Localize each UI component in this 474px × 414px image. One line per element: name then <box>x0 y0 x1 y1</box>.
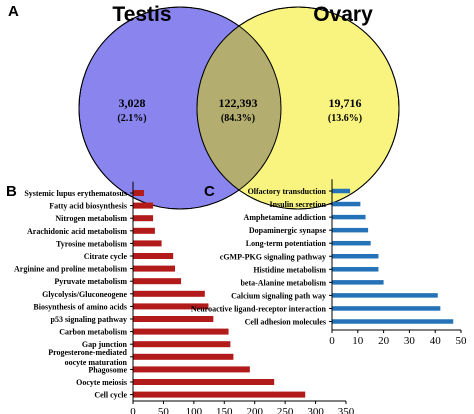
chart-c-x-tick-label-0: 0 <box>329 335 335 347</box>
chart-b-category-label-2: Nitrogen metabolism <box>55 214 127 223</box>
chart-b-bar-5 <box>133 253 174 259</box>
chart-b-x-tick-label-5: 250 <box>277 406 294 414</box>
chart-c-category-label-1: Insulin secretion <box>269 200 326 209</box>
chart-b-category-label-3: Arachidonic acid metabolism <box>27 227 127 236</box>
venn-diagram: A Testis Ovary 3,028 (2.1%) 122,393 (84.… <box>8 3 400 210</box>
panel-letter-a: A <box>8 3 19 20</box>
chart-b-bar-13 <box>133 353 234 360</box>
venn-title-testis: Testis <box>112 3 171 26</box>
chart-b-category-label-13: Progesterone-mediated oocyte maturation <box>48 348 127 367</box>
chart-c-bar-3 <box>332 227 369 233</box>
chart-c-bar-10 <box>332 319 454 324</box>
venn-count-testis-only: 3,028 <box>119 96 146 110</box>
chart-b-category-label-11: Carbon metabolism <box>59 328 127 337</box>
chart-b-x-tick-label-2: 100 <box>186 406 203 414</box>
chart-b-bar-6 <box>133 265 175 272</box>
venn-percent-testis-only: (2.1%) <box>117 113 146 124</box>
chart-c-category-label-5: cGMP-PKG signaling pathway <box>220 252 326 261</box>
chart-c-category-label-3: Dopaminergic synapse <box>249 226 327 235</box>
chart-b-category-label-8: Glycolysis/Gluconeogene <box>42 290 127 299</box>
chart-c-x-tick-label-2: 20 <box>378 335 390 347</box>
chart-c-x-tick-label-1: 10 <box>352 335 364 347</box>
chart-c-bar-4 <box>332 240 371 246</box>
chart-b-bar-2 <box>133 215 154 222</box>
chart-c-bar-8 <box>332 293 438 298</box>
chart-c-x-tick-label-5: 50 <box>456 335 468 347</box>
chart-b-bar-4 <box>133 240 162 247</box>
bar-chart-b: Systemic lupus erythematosus Fatty acid b… <box>14 181 355 414</box>
chart-c-category-label-2: Amphetamine addiction <box>244 213 327 222</box>
chart-b-category-label-5: Citrate cycle <box>84 252 128 261</box>
venn-percent-ovary-only: (13.6%) <box>328 113 362 124</box>
chart-b-bar-3 <box>133 227 155 234</box>
panel-letter-b: B <box>6 183 17 200</box>
chart-c-bar-7 <box>332 280 384 285</box>
chart-b-bar-7 <box>133 278 182 285</box>
chart-c-bar-2 <box>332 214 366 220</box>
chart-b-bar-14 <box>133 366 250 373</box>
venn-outline-ovary <box>196 6 400 210</box>
chart-c-category-label-7: beta-Alanine metabolism <box>240 278 326 287</box>
venn-title-ovary: Ovary <box>313 3 373 26</box>
panel-letter-c: C <box>204 183 215 200</box>
chart-b-category-label-7: Pyruvate metabolism <box>54 277 127 286</box>
chart-b-bar-8 <box>133 290 205 297</box>
chart-b-bar-1 <box>133 202 154 209</box>
chart-b-x-tick-label-6: 300 <box>307 406 324 414</box>
chart-b-bar-12 <box>133 341 231 348</box>
chart-c-bar-0 <box>332 188 351 194</box>
chart-b-category-label-16: Cell cycle <box>94 391 127 400</box>
chart-b-category-label-10: p53 signaling pathway <box>51 315 127 324</box>
venn-percent-both: (84.3%) <box>221 113 255 124</box>
chart-b-x-tick-label-1: 50 <box>158 406 170 414</box>
chart-c-category-label-0: Olfactory transduction <box>248 187 327 196</box>
chart-b-bar-10 <box>133 316 214 322</box>
chart-c-category-label-10: Cell adhesion molecules <box>245 318 326 327</box>
chart-b-bar-11 <box>133 328 229 335</box>
chart-b-category-label-12: Gap junction <box>82 340 128 349</box>
chart-b-category-label-0: Systemic lupus erythematosus <box>24 189 127 198</box>
chart-c-category-label-4: Long-term potentiation <box>246 239 327 248</box>
chart-c-bar-5 <box>332 254 379 259</box>
chart-c-bar-1 <box>332 201 361 207</box>
chart-c-x-tick-label-4: 40 <box>430 335 442 347</box>
chart-b-x-tick-label-0: 0 <box>130 406 136 414</box>
chart-c-category-label-9: Neuroactive ligand-receptor interaction <box>191 304 327 313</box>
chart-b-bar-15 <box>133 379 275 385</box>
chart-b-category-label-15: Oocyte meiosis <box>76 378 127 387</box>
chart-c-bar-9 <box>332 306 441 311</box>
chart-b-category-label-9: Biosynthesis of amino acids <box>33 302 127 311</box>
venn-count-ovary-only: 19,716 <box>329 96 362 110</box>
chart-c-x-tick-label-3: 30 <box>404 335 416 347</box>
chart-b-category-label-1: Fatty acid biosynthesis <box>49 202 127 211</box>
chart-b-category-label-4: Tyrosine metabolism <box>56 239 127 248</box>
venn-overlap <box>197 7 281 209</box>
chart-c-category-label-8: Calcium signaling path way <box>231 291 326 300</box>
chart-b-x-tick-label-7: 350 <box>338 406 355 414</box>
venn-count-both: 122,393 <box>219 96 258 110</box>
chart-b-bar-9 <box>133 303 209 310</box>
venn-outline-testis <box>78 6 282 210</box>
bar-chart-c: Olfactory transduction Insulin secretion A… <box>191 179 467 347</box>
chart-b-bar-0 <box>133 190 144 196</box>
chart-b-category-label-14: Phagosome <box>88 365 127 374</box>
chart-b-x-tick-label-4: 200 <box>246 406 263 414</box>
chart-c-category-label-6: Histidine metabolism <box>253 265 326 274</box>
chart-b-bar-16 <box>133 391 306 398</box>
chart-c-bar-6 <box>332 267 379 272</box>
chart-b-x-tick-label-3: 150 <box>216 406 233 414</box>
chart-b-category-label-6: Arginine and proline metabolism <box>14 265 127 274</box>
